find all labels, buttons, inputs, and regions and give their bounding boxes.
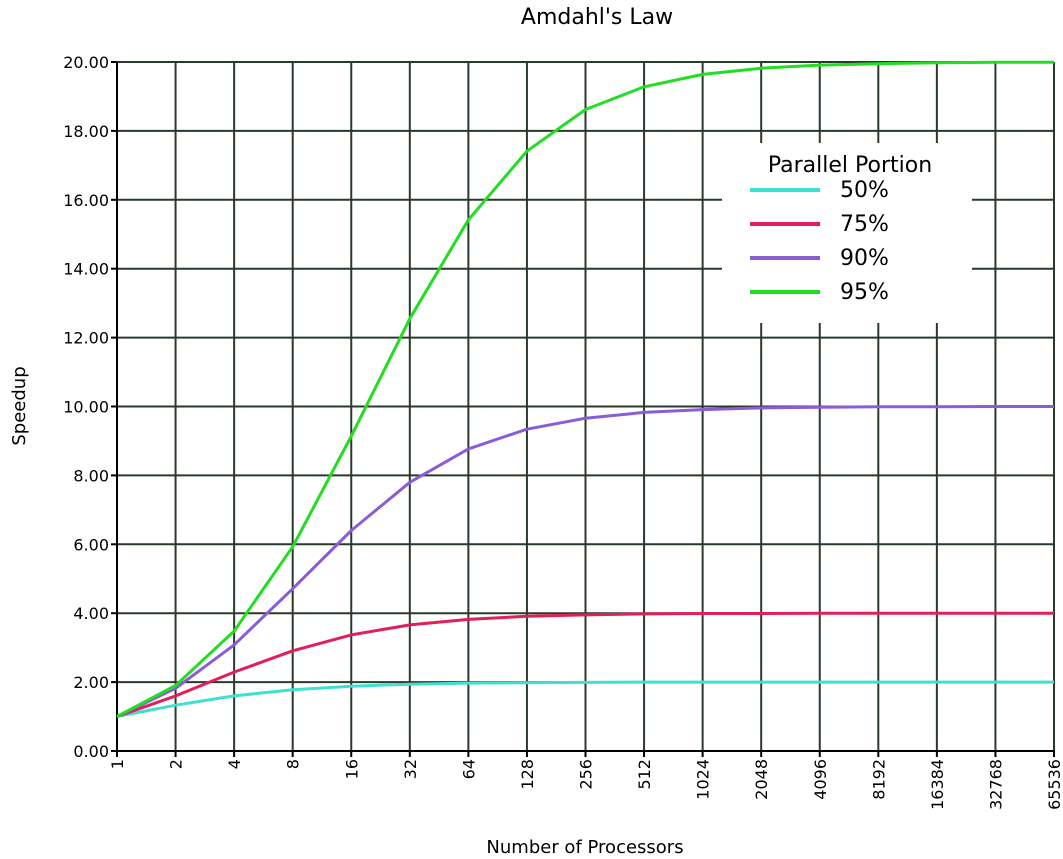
legend-label: 50% (840, 178, 889, 203)
x-tick-label: 65536 (1045, 759, 1063, 810)
axes: 0.00 2.00 4.00 6.00 8.00 10.00 12.00 14.00 16.00… (63, 53, 1063, 810)
x-tick-label: 8192 (869, 759, 888, 800)
x-tick-label: 1024 (694, 759, 713, 800)
series-line-75pct (116, 611, 1054, 718)
y-tick-label: 2.00 (73, 673, 109, 692)
series-line-95pct (116, 60, 1054, 718)
x-tick-label: 16384 (928, 759, 947, 810)
y-tick-label: 10.00 (63, 398, 109, 417)
y-tick-label: 0.00 (73, 742, 109, 761)
x-tick-label: 2 (167, 759, 186, 769)
x-tick-label: 64 (459, 759, 478, 779)
y-tick-label: 20.00 (63, 53, 109, 72)
y-tick-label: 6.00 (73, 535, 109, 554)
y-tick-label: 8.00 (73, 466, 109, 485)
y-tick-label: 4.00 (73, 604, 109, 623)
x-tick-label: 8 (284, 759, 303, 769)
y-tick-label: 18.00 (63, 122, 109, 141)
x-tick-label: 16 (342, 759, 361, 779)
x-tick-label: 4096 (811, 759, 830, 800)
legend-label: 90% (840, 246, 889, 271)
x-tick-label: 4 (225, 759, 244, 769)
x-axis-label: Number of Processors (486, 837, 683, 858)
y-tick-label: 12.00 (63, 329, 109, 348)
x-tick-label: 512 (635, 759, 654, 790)
x-tick-label: 32768 (986, 759, 1005, 810)
y-tick-label: 14.00 (63, 260, 109, 279)
series-line-50pct (116, 680, 1054, 718)
legend-label: 95% (840, 280, 889, 305)
legend-title: Parallel Portion (768, 153, 932, 178)
series-line-90pct (116, 405, 1054, 718)
series-lines (116, 60, 1054, 718)
chart-title: Amdahl's Law (521, 5, 673, 30)
y-axis-label: Speedup (9, 366, 30, 445)
x-tick-label: 256 (577, 759, 596, 790)
x-tick-label: 2048 (752, 759, 771, 800)
y-tick-label: 16.00 (63, 191, 109, 210)
x-tick-label: 1 (108, 759, 127, 769)
x-tick-label: 32 (401, 759, 420, 779)
legend-label: 75% (840, 212, 889, 237)
x-tick-label: 128 (518, 759, 537, 790)
